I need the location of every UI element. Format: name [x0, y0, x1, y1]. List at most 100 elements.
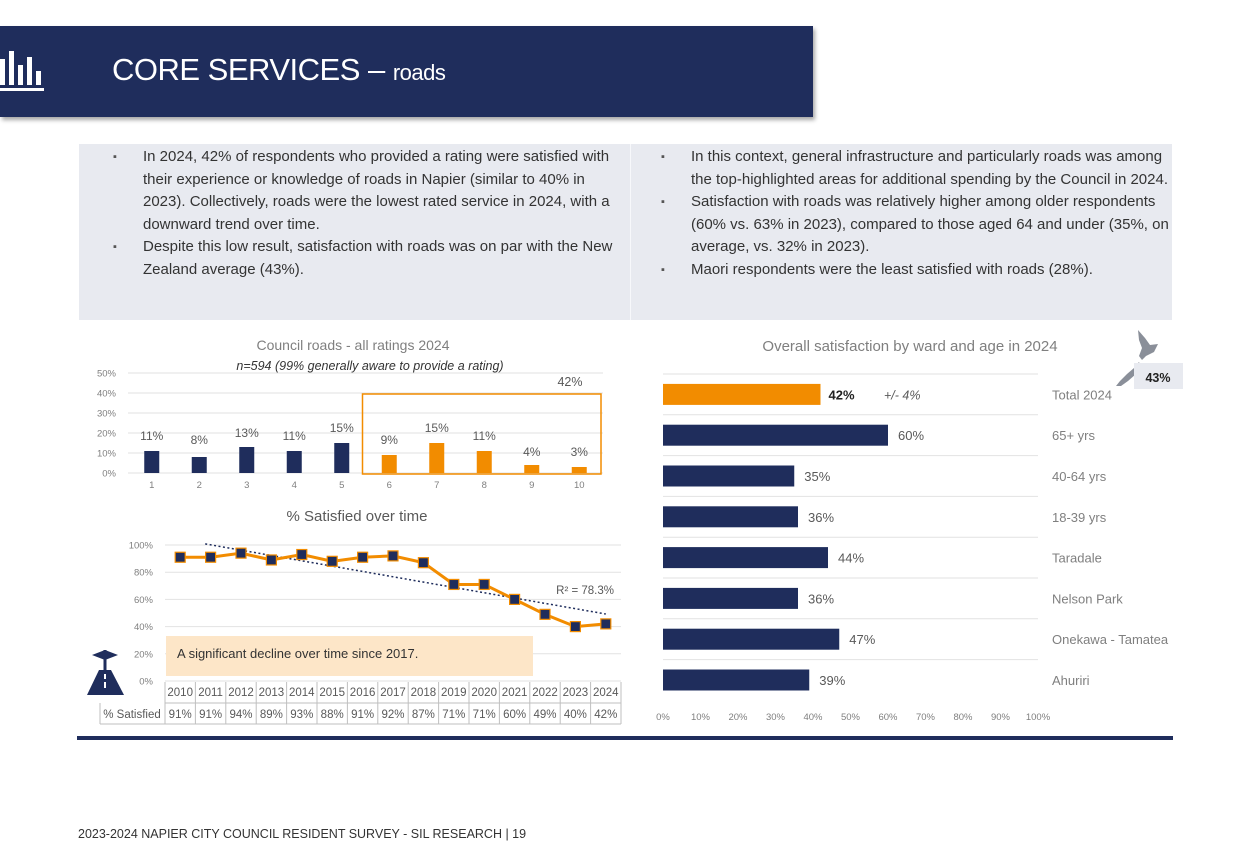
- bar: [381, 455, 397, 473]
- x-tick-label: 2017: [380, 687, 406, 699]
- data-label: 11%: [283, 429, 306, 443]
- data-point: [509, 593, 521, 606]
- y-tick-label: 20%: [134, 649, 154, 660]
- x-tick-label: 4: [292, 480, 297, 491]
- x-tick-label: 0%: [656, 712, 670, 723]
- y-tick-label: 10%: [97, 449, 117, 460]
- header-bar: [0, 26, 813, 117]
- y-tick-label: 100%: [129, 541, 154, 552]
- x-tick-label: 2021: [502, 687, 528, 699]
- bar: [286, 451, 302, 473]
- data-point: [235, 547, 247, 559]
- x-tick-label: 2023: [563, 687, 589, 699]
- data-point: [357, 551, 369, 563]
- trendline: [205, 543, 606, 615]
- table-cell: 91%: [169, 709, 192, 721]
- x-tick-label: 7: [434, 480, 439, 491]
- summary-left: In 2024, 42% of respondents who provided…: [79, 144, 614, 281]
- x-tick-label: 2024: [593, 687, 619, 699]
- table-cell: 92%: [381, 709, 404, 721]
- data-label: 13%: [235, 426, 259, 440]
- data-point: [265, 554, 277, 566]
- category-label: Ahuriri: [1052, 673, 1090, 688]
- x-tick-label: 9: [529, 480, 534, 491]
- y-tick-label: 40%: [134, 622, 154, 633]
- x-tick-label: 90%: [991, 712, 1011, 723]
- annotation-text: A significant decline over time since 20…: [177, 646, 418, 661]
- x-tick-label: 3: [244, 480, 249, 491]
- y-tick-label: 40%: [97, 389, 117, 400]
- data-point: [174, 551, 186, 563]
- nz-badge-value: 43%: [1145, 371, 1170, 385]
- ratings-bar-chart: Council roads - all ratings 2024 n=594 (…: [97, 337, 603, 491]
- annotation-box: [166, 636, 533, 676]
- bar: [663, 669, 810, 691]
- x-tick-label: 30%: [766, 712, 786, 723]
- table-cell: 94%: [229, 709, 252, 721]
- footer-rule: [77, 736, 1173, 740]
- x-tick-label: 2019: [441, 687, 467, 699]
- category-label: 40-64 yrs: [1052, 469, 1107, 484]
- bar: [191, 457, 207, 473]
- x-tick-label: 50%: [841, 712, 861, 723]
- table-cell: 87%: [412, 709, 435, 721]
- y-tick-label: 50%: [97, 369, 117, 380]
- bar: [663, 424, 888, 446]
- bar: [571, 467, 587, 473]
- x-tick-label: 2010: [167, 687, 193, 699]
- data-label: 15%: [330, 421, 354, 435]
- y-tick-label: 20%: [97, 429, 117, 440]
- x-tick-label: 20%: [728, 712, 748, 723]
- data-label: 8%: [191, 433, 209, 447]
- summary-bullet: In 2024, 42% of respondents who provided…: [79, 146, 614, 236]
- bar: [144, 451, 160, 473]
- footer-text: 2023-2024 NAPIER CITY COUNCIL RESIDENT S…: [78, 827, 527, 841]
- data-label: 4%: [523, 445, 541, 459]
- data-label: 36%: [808, 591, 834, 606]
- table-cell: 60%: [503, 709, 526, 721]
- data-point: [326, 555, 338, 567]
- bar: [663, 628, 840, 650]
- x-tick-label: 2: [197, 480, 202, 491]
- x-tick-label: 2020: [471, 687, 497, 699]
- data-label: 42%: [829, 387, 855, 402]
- x-tick-label: 60%: [878, 712, 898, 723]
- chart-title: Council roads - all ratings 2024: [257, 337, 450, 353]
- x-tick-label: 100%: [1026, 712, 1051, 723]
- page-title: CORE SERVICES – roads: [112, 52, 446, 87]
- x-tick-label: 5: [339, 480, 344, 491]
- data-point: [569, 620, 582, 633]
- summary-right: In this context, general infrastructure …: [627, 144, 1172, 281]
- bar: [663, 383, 821, 405]
- chart-subtitle: n=594 (99% generally aware to provide a …: [236, 359, 503, 373]
- y-tick-label: 0%: [102, 469, 116, 480]
- category-label: Onekawa - Tamatea: [1052, 632, 1169, 647]
- highlight-label: 42%: [557, 375, 582, 389]
- bar: [663, 587, 798, 609]
- category-label: Total 2024: [1052, 387, 1112, 402]
- chart-title: % Satisfied over time: [287, 508, 428, 525]
- summary-bullet: Satisfaction with roads was relatively h…: [627, 191, 1172, 259]
- x-tick-label: 2016: [350, 687, 376, 699]
- x-tick-label: 80%: [953, 712, 973, 723]
- table-cell: 88%: [321, 709, 344, 721]
- bar: [524, 465, 540, 473]
- bar: [239, 447, 255, 473]
- bar: [429, 443, 445, 473]
- table-cell: 89%: [260, 709, 283, 721]
- satisfaction-line-chart: % Satisfied over time 0% 20% 40% 60% 80% 100%…: [87, 508, 622, 725]
- table-cell: 42%: [594, 709, 617, 721]
- table-cell: 49%: [533, 709, 556, 721]
- bar: [663, 547, 828, 569]
- summary-bullet: Maori respondents were the least satisfi…: [627, 259, 1172, 282]
- y-tick-label: 80%: [134, 568, 154, 579]
- ward-age-bar-chart: Overall satisfaction by ward and age in …: [656, 330, 1183, 723]
- data-label: 11%: [473, 429, 496, 443]
- bar: [334, 443, 350, 473]
- x-tick-label: 1: [149, 480, 154, 491]
- table-row-label: % Satisfied: [103, 709, 161, 721]
- table-cell: 91%: [351, 709, 374, 721]
- x-tick-label: 40%: [803, 712, 823, 723]
- x-tick-label: 10: [574, 480, 585, 491]
